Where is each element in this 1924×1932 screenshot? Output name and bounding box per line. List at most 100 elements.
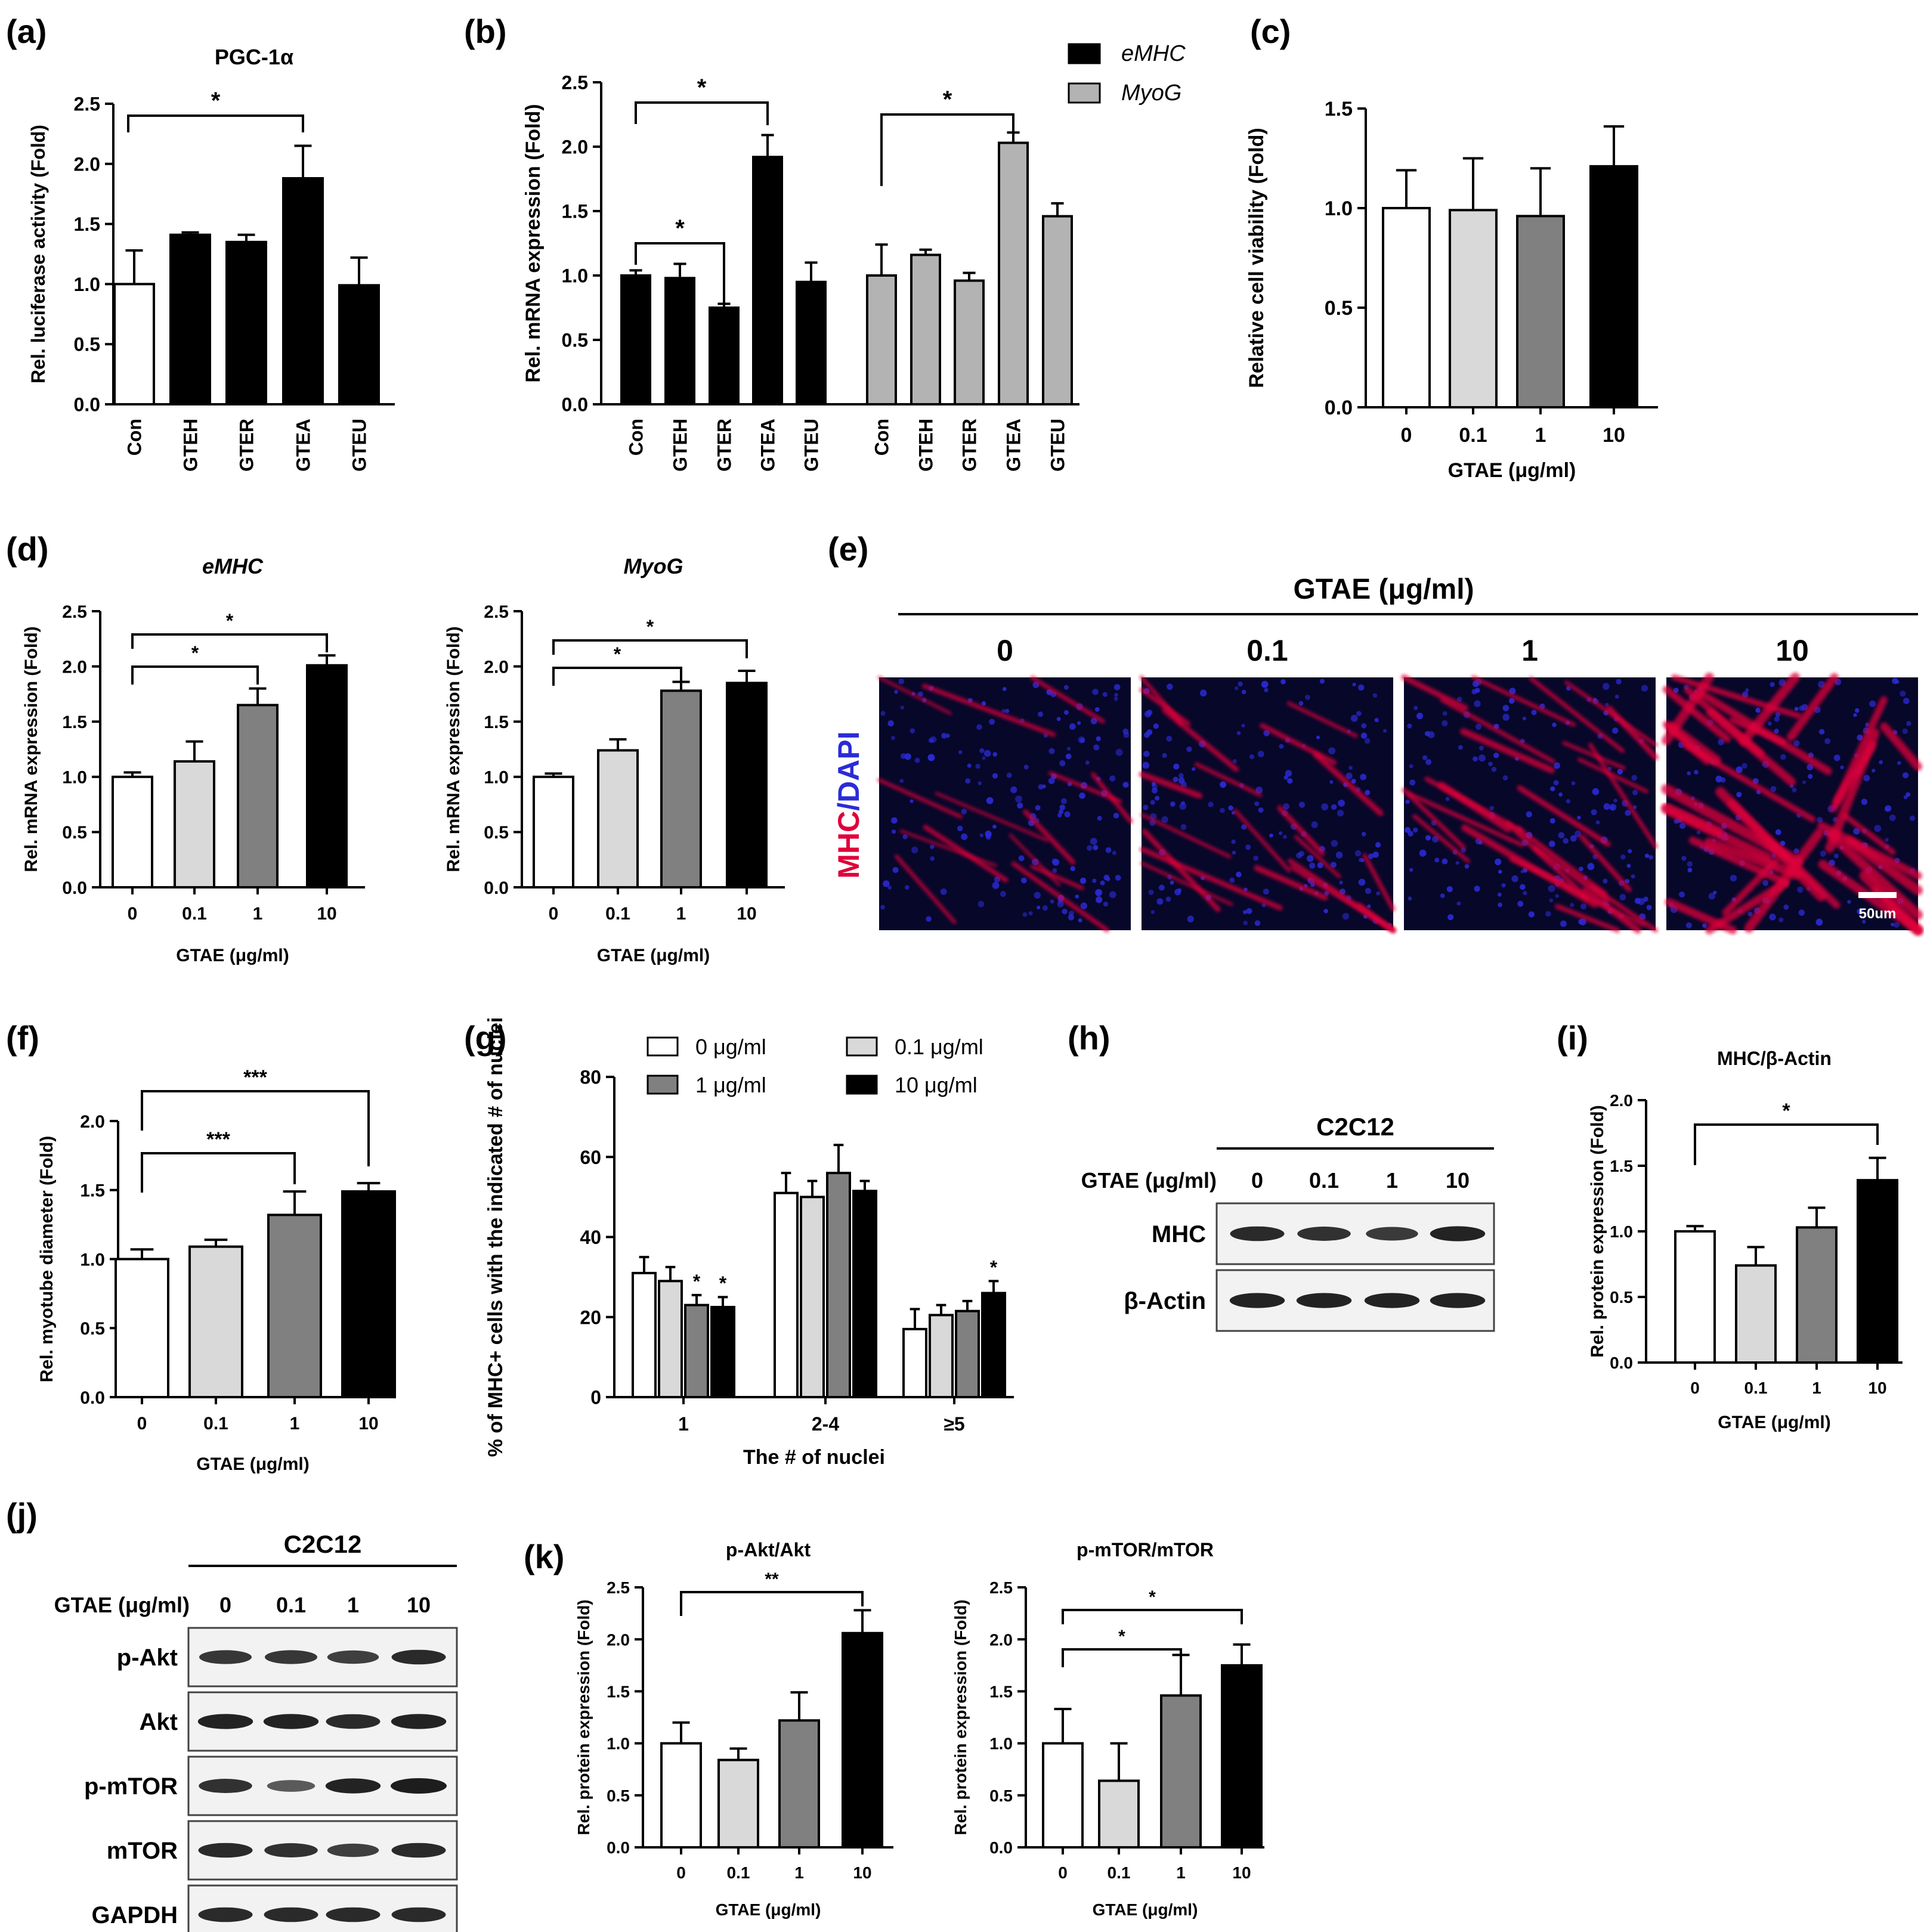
mhc-myotube <box>1739 673 1800 746</box>
dapi-nucleus <box>1455 861 1459 865</box>
y-tick-label: 60 <box>580 1147 601 1168</box>
significance-star: * <box>943 86 952 113</box>
dapi-nucleus <box>1579 918 1586 925</box>
dapi-nucleus <box>1413 827 1418 833</box>
mhc-myotube <box>921 683 1056 737</box>
dapi-nucleus <box>1330 862 1337 868</box>
dapi-nucleus <box>1296 852 1303 859</box>
dapi-nucleus <box>1002 687 1007 691</box>
dapi-nucleus <box>1902 728 1908 735</box>
dapi-nucleus <box>1095 888 1103 896</box>
significance-star: * <box>211 88 221 114</box>
dapi-nucleus <box>961 833 968 840</box>
significance-star: * <box>1149 1587 1156 1607</box>
dapi-nucleus <box>992 773 998 779</box>
dapi-nucleus <box>1331 840 1338 847</box>
dapi-nucleus <box>1730 874 1737 882</box>
dapi-nucleus <box>891 817 898 824</box>
stain-label-dapi: DAPI <box>832 731 865 802</box>
dapi-nucleus <box>1257 751 1264 757</box>
dapi-nucleus <box>1103 902 1109 907</box>
dapi-nucleus <box>1156 898 1164 905</box>
x-tick-label: Con <box>871 419 893 456</box>
dapi-nucleus <box>1166 735 1173 742</box>
dapi-nucleus <box>904 885 910 890</box>
blot-band <box>264 1907 318 1922</box>
dapi-nucleus <box>1059 809 1064 815</box>
dapi-nucleus <box>1798 909 1805 916</box>
y-axis-label: Rel. protein expression (Fold) <box>1588 1105 1607 1357</box>
x-tick-label: GTEU <box>801 419 822 472</box>
mhc-myotube <box>1030 676 1105 724</box>
dapi-nucleus <box>957 825 963 832</box>
y-axis-label: Rel. myotube diameter (Fold) <box>37 1136 57 1382</box>
bar <box>338 284 380 405</box>
blot-band <box>1366 1227 1418 1241</box>
dapi-nucleus <box>967 763 972 768</box>
dapi-nucleus <box>1879 760 1883 764</box>
dapi-nucleus <box>926 916 932 922</box>
dapi-nucleus <box>1475 688 1480 693</box>
dapi-nucleus <box>1103 874 1110 881</box>
mhc-myotube <box>1233 809 1291 873</box>
bar <box>800 1196 825 1398</box>
bar <box>306 664 348 889</box>
dapi-nucleus <box>1445 797 1450 801</box>
dapi-nucleus <box>1075 894 1079 899</box>
dapi-nucleus <box>1446 886 1453 893</box>
dapi-nucleus <box>1287 778 1293 784</box>
dapi-nucleus <box>1162 753 1167 758</box>
dapi-nucleus <box>1570 903 1575 908</box>
dapi-nucleus <box>1632 805 1637 809</box>
dapi-nucleus <box>1502 704 1509 711</box>
dapi-nucleus <box>1283 803 1290 810</box>
dapi-nucleus <box>1687 771 1691 776</box>
dapi-nucleus <box>1854 708 1860 713</box>
dapi-nucleus <box>1545 911 1551 917</box>
dapi-nucleus <box>1064 811 1071 818</box>
protein-label: β-Actin <box>1124 1288 1206 1314</box>
x-tick-label: GTER <box>959 419 980 472</box>
dapi-nucleus <box>1263 888 1269 895</box>
panel-label-a: (a) <box>6 13 47 50</box>
chart-title: p-Akt/Akt <box>726 1539 811 1561</box>
dapi-nucleus <box>1080 902 1088 909</box>
dapi-nucleus <box>1078 736 1085 744</box>
dapi-nucleus <box>904 753 911 760</box>
scale-bar-label: 50um <box>1859 906 1897 922</box>
dapi-nucleus <box>1497 892 1502 897</box>
y-tick-label: 2.5 <box>607 1578 630 1597</box>
y-axis-label: Rel. protein expression (Fold) <box>951 1599 970 1835</box>
dapi-nucleus <box>1442 711 1447 716</box>
dapi-nucleus <box>1328 747 1336 755</box>
dapi-nucleus <box>1228 805 1233 811</box>
dapi-nucleus <box>1681 856 1687 861</box>
dapi-nucleus <box>979 833 984 837</box>
y-tick-label: 0.5 <box>1325 297 1353 320</box>
dapi-nucleus <box>1891 922 1895 927</box>
mhc-myotube <box>1706 708 1796 787</box>
x-tick-label: GTEU <box>349 419 370 472</box>
dapi-nucleus <box>1833 853 1839 859</box>
dapi-nucleus <box>961 809 967 815</box>
dapi-nucleus <box>1408 831 1413 837</box>
dapi-nucleus <box>1687 868 1693 873</box>
dapi-nucleus <box>1808 773 1813 779</box>
y-tick-label: 2.0 <box>62 657 87 677</box>
dapi-nucleus <box>1241 689 1246 695</box>
y-tick-label: 0.0 <box>1610 1354 1633 1372</box>
dapi-nucleus <box>1358 878 1366 886</box>
dapi-nucleus <box>1365 789 1371 795</box>
dapi-nucleus <box>1306 854 1314 862</box>
dapi-nucleus <box>1235 686 1239 691</box>
y-tick-label: 1.0 <box>607 1735 630 1753</box>
dapi-nucleus <box>1319 679 1325 684</box>
blot-band <box>198 1843 253 1858</box>
dapi-nucleus <box>1580 903 1587 910</box>
dapi-nucleus <box>986 797 994 804</box>
dapi-nucleus <box>1818 729 1825 735</box>
dapi-nucleus <box>1069 723 1076 730</box>
significance-star: * <box>675 215 685 242</box>
mhc-myotube <box>1786 673 1839 742</box>
dapi-nucleus <box>1799 705 1805 711</box>
